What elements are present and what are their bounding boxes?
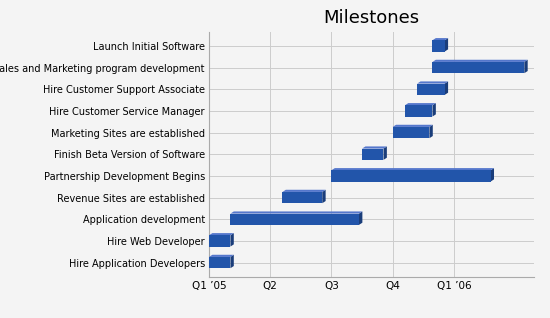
Polygon shape bbox=[209, 233, 234, 235]
Polygon shape bbox=[417, 81, 448, 84]
Polygon shape bbox=[209, 235, 230, 246]
Title: Milestones: Milestones bbox=[323, 10, 419, 27]
Polygon shape bbox=[432, 40, 445, 52]
Polygon shape bbox=[322, 190, 326, 203]
Polygon shape bbox=[230, 233, 234, 246]
Polygon shape bbox=[283, 190, 326, 192]
Polygon shape bbox=[359, 211, 362, 225]
Polygon shape bbox=[524, 60, 527, 73]
Polygon shape bbox=[283, 192, 322, 203]
Polygon shape bbox=[209, 257, 230, 268]
Polygon shape bbox=[230, 214, 359, 225]
Polygon shape bbox=[230, 211, 362, 214]
Polygon shape bbox=[432, 60, 527, 62]
Polygon shape bbox=[432, 62, 524, 73]
Polygon shape bbox=[430, 125, 433, 138]
Polygon shape bbox=[432, 103, 436, 116]
Polygon shape bbox=[405, 105, 432, 116]
Polygon shape bbox=[405, 103, 436, 105]
Polygon shape bbox=[417, 84, 445, 95]
Polygon shape bbox=[209, 255, 234, 257]
Polygon shape bbox=[445, 81, 448, 95]
Polygon shape bbox=[383, 146, 387, 160]
Polygon shape bbox=[230, 255, 234, 268]
Polygon shape bbox=[491, 168, 494, 182]
Polygon shape bbox=[332, 168, 494, 170]
Polygon shape bbox=[432, 38, 448, 40]
Polygon shape bbox=[445, 38, 448, 52]
Polygon shape bbox=[393, 125, 433, 127]
Polygon shape bbox=[393, 127, 430, 138]
Polygon shape bbox=[362, 149, 383, 160]
Polygon shape bbox=[362, 146, 387, 149]
Polygon shape bbox=[332, 170, 491, 182]
